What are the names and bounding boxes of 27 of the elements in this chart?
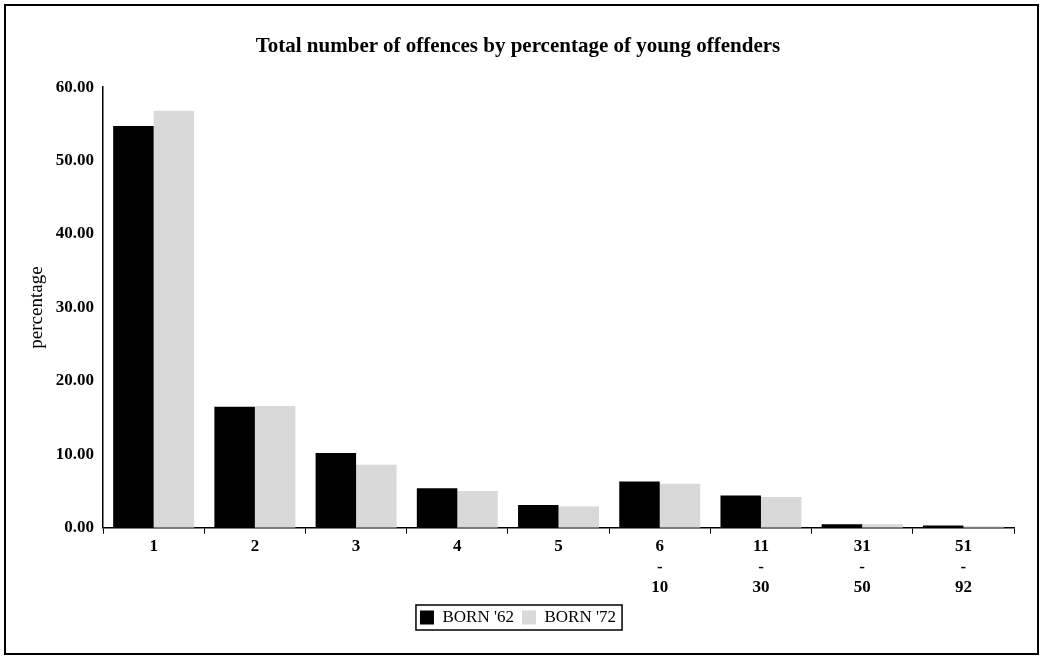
x-tick-label: 1 [149, 536, 158, 556]
x-tick-label: 3 [351, 536, 361, 556]
y-tick-label: 0.00 [64, 517, 95, 537]
y-tick-label: 60.00 [55, 76, 95, 96]
x-tick-label: 31 - 50 [853, 536, 871, 597]
bar [457, 491, 498, 528]
y-tick-label: 40.00 [55, 223, 95, 243]
y-tick-label: 10.00 [55, 443, 95, 463]
x-tick-label: 2 [250, 536, 260, 556]
bar [153, 110, 195, 528]
bar [254, 405, 296, 528]
x-tick-label: 6 - 10 [651, 536, 669, 597]
x-tick-label: 11 - 30 [752, 536, 770, 597]
bar [356, 464, 397, 528]
x-tick-label: 4 [453, 536, 463, 556]
y-tick-label: 50.00 [55, 150, 95, 170]
y-axis-title: percentage [25, 266, 47, 349]
chart-title: Total number of offences by percentage of young offenders [255, 33, 781, 58]
y-tick-label: 30.00 [55, 296, 95, 316]
legend-label: BORN '72 [544, 606, 617, 626]
x-tick-label: 5 [554, 536, 563, 556]
bar [659, 483, 701, 528]
legend-label: BORN '62 [442, 606, 514, 626]
bar [760, 496, 802, 528]
y-tick-label: 20.00 [55, 370, 95, 390]
bar [558, 506, 600, 528]
x-tick-label: 51 - 92 [954, 536, 972, 597]
